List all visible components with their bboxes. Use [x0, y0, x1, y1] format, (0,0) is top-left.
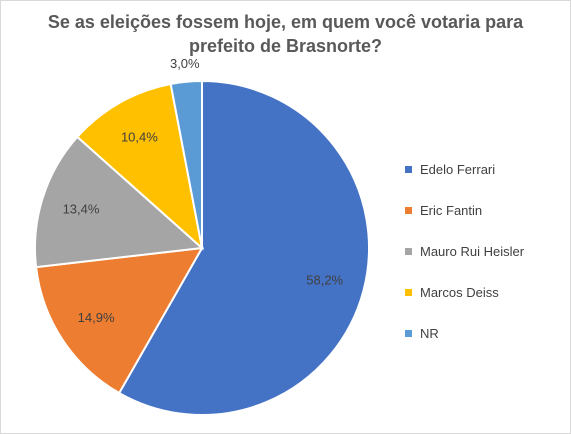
legend-label-3: Mauro Rui Heisler — [420, 243, 525, 259]
legend-label-4: Marcos Deiss — [420, 284, 499, 300]
chart-title: Se as eleições fossem hoje, em quem você… — [0, 10, 571, 58]
chart-title-line-1: Se as eleições fossem hoje, em quem você… — [47, 12, 524, 32]
legend-item-2: Eric Fantin — [405, 200, 565, 220]
pie-slice-4 — [75, 82, 204, 251]
pie-slice-2 — [34, 246, 204, 395]
data-label-2: 14,9% — [78, 310, 115, 325]
data-label-3: 13,4% — [63, 202, 100, 217]
legend-label-5: NR — [420, 325, 439, 341]
data-label-4: 10,4% — [121, 130, 158, 145]
legend-item-5: NR — [405, 323, 565, 343]
legend-swatch-5 — [405, 329, 412, 337]
data-label-1: 58,2% — [306, 273, 343, 288]
legend-item-3: Mauro Rui Heisler — [405, 241, 565, 261]
legend-item-1: Edelo Ferrari — [405, 159, 565, 179]
data-label-5: 3,0% — [170, 56, 200, 71]
legend-swatch-2 — [405, 206, 412, 214]
pie-slice-1 — [117, 79, 370, 416]
legend-label-2: Eric Fantin — [420, 202, 483, 218]
chart-legend: Edelo Ferrari Eric Fantin Mauro Rui Heisle… — [405, 159, 565, 364]
pie-slice-3 — [34, 135, 205, 269]
legend-swatch-3 — [405, 247, 412, 255]
legend-swatch-4 — [405, 288, 412, 296]
legend-item-4: Marcos Deiss — [405, 282, 565, 302]
chart-title-line-2: prefeito de Brasnorte? — [188, 36, 383, 56]
legend-swatch-1 — [405, 165, 412, 173]
legend-label-1: Edelo Ferrari — [420, 161, 496, 177]
pie-slice-5 — [169, 79, 203, 249]
